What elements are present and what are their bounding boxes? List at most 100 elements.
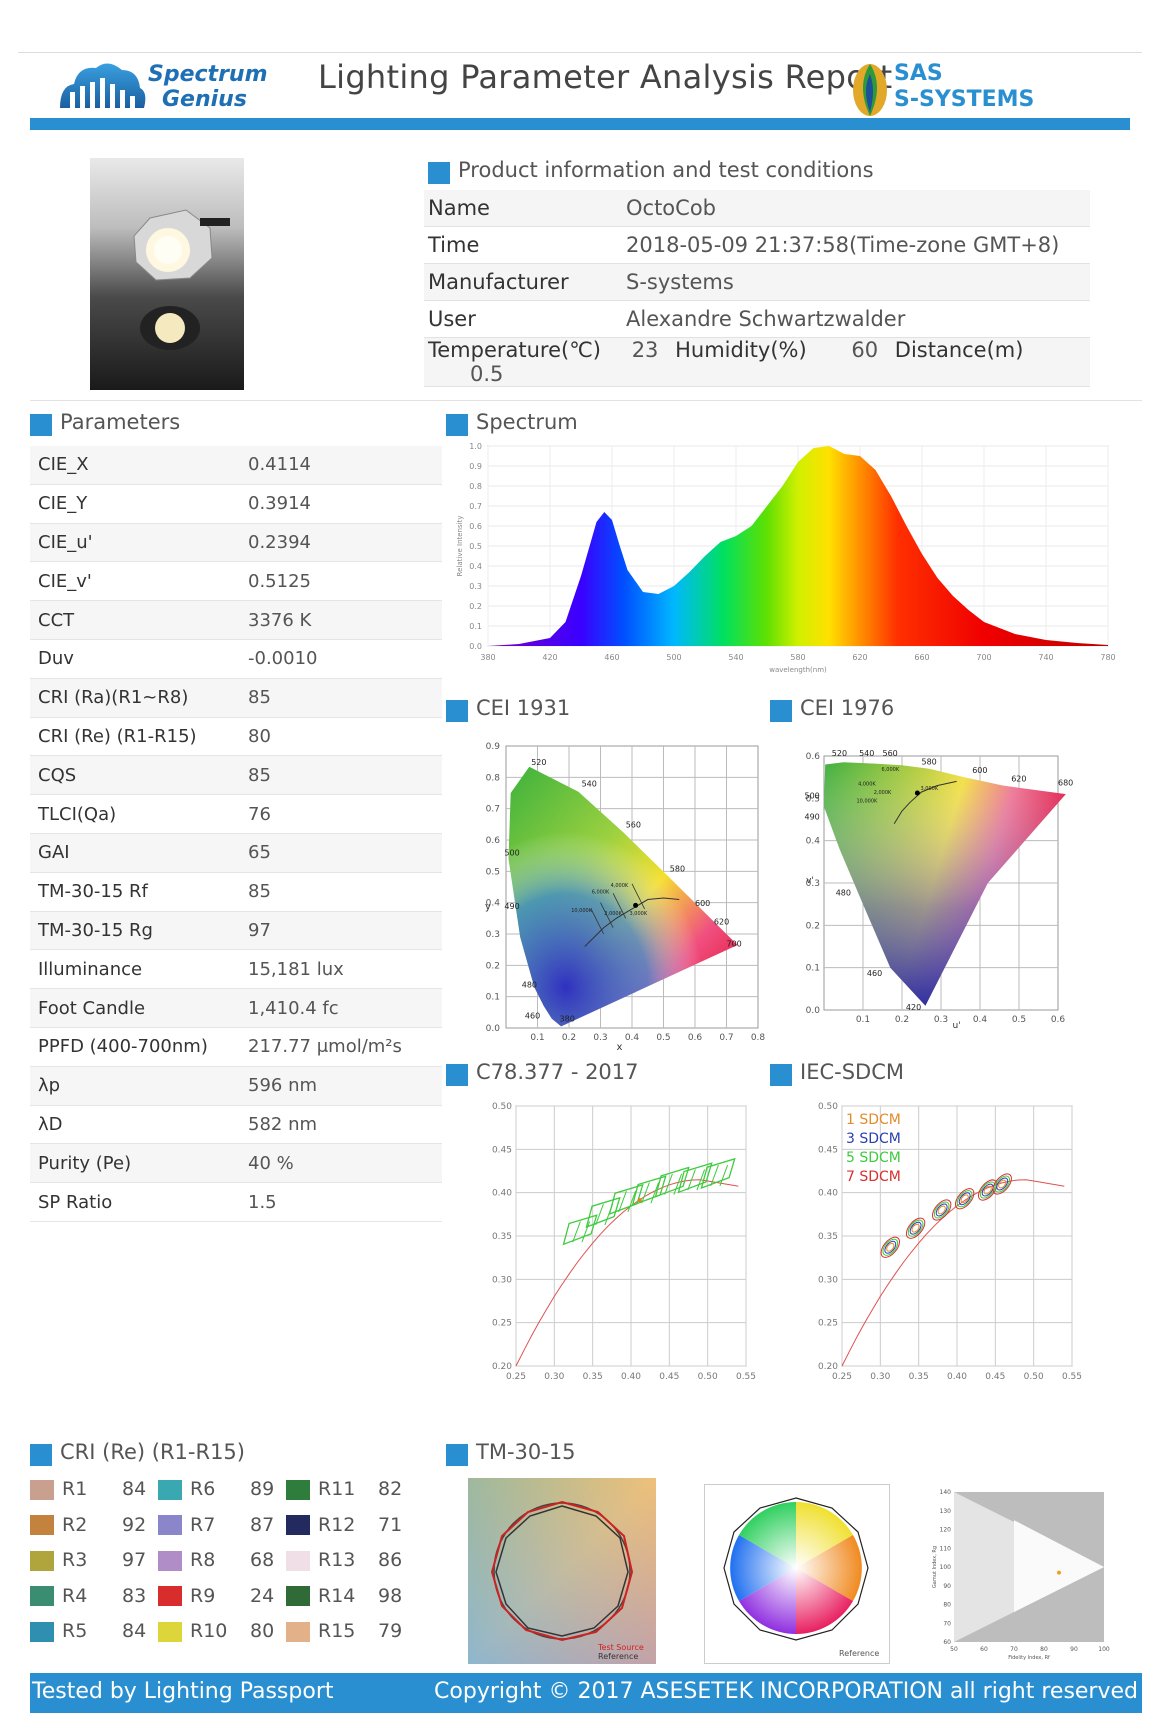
- cct-label: 10,000K: [857, 799, 878, 805]
- param-label: Foot Candle: [30, 988, 240, 1028]
- y-tick-label: 0.45: [818, 1145, 838, 1155]
- cri-value: 24: [250, 1584, 275, 1607]
- ansi-quadrangle: [562, 1214, 598, 1246]
- y-tick-label: 90: [943, 1583, 951, 1590]
- ansi-quadrangle-hatch: [687, 1169, 696, 1191]
- sdcm-ellipse: [937, 1205, 946, 1215]
- sdcm-ellipse: [886, 1242, 895, 1252]
- section-marker: [446, 1063, 468, 1086]
- cri-value: 84: [122, 1620, 147, 1642]
- sdcm-legend-label: 5 SDCM: [846, 1150, 901, 1166]
- param-value: 1,410.4 fc: [240, 988, 442, 1028]
- section-marker: [446, 699, 468, 722]
- cri-name: R15: [318, 1620, 356, 1642]
- cri-name: R5: [62, 1620, 88, 1642]
- cri-swatch: [30, 1550, 54, 1571]
- param-label: CRI (Ra)(R1~R8): [30, 678, 240, 718]
- cct-label: 10,000K: [571, 908, 592, 914]
- x-tick-label: 80: [1040, 1646, 1048, 1653]
- wavelength-label: 560: [883, 749, 898, 758]
- wavelength-label: 680: [1058, 779, 1073, 788]
- param-label: PPFD (400-700nm): [30, 1027, 240, 1067]
- parameters-heading: Parameters: [30, 410, 180, 436]
- chromaticity-locus-shade: [824, 762, 1066, 1006]
- cri-swatch: [286, 1586, 310, 1606]
- table-row: CQS 85: [30, 755, 442, 796]
- wavelength-label: 700: [727, 940, 742, 949]
- logo-text-line2: Genius: [162, 87, 247, 112]
- chromaticity-point: [914, 790, 920, 796]
- param-label: TM-30-15 Rg: [30, 911, 240, 951]
- logo-sas-line2: S-SYSTEMS: [894, 87, 1034, 112]
- cri-item: R1 84: [30, 1478, 146, 1500]
- sdcm-ellipse: [935, 1203, 948, 1217]
- section-marker: [30, 1443, 52, 1466]
- table-row: Temperature(℃) 23 Humidity(%) 60 Distanc…: [424, 337, 1090, 387]
- cri-name: R13: [318, 1549, 356, 1571]
- sdcm-ellipse: [996, 1177, 1009, 1191]
- y-axis-label: y: [485, 902, 491, 913]
- wavelength-label: 380: [560, 1015, 575, 1024]
- cct-label: 4,000K: [858, 782, 876, 788]
- section-marker: [446, 413, 468, 436]
- sdcm-ellipse: [931, 1199, 952, 1221]
- cie1931-title: CEI 1931: [476, 696, 571, 720]
- param-label: CIE_Y: [30, 484, 240, 524]
- y-tick-label: 0.20: [818, 1362, 838, 1372]
- cie1976-title: CEI 1976: [800, 696, 895, 720]
- y-tick-label: 0.30: [492, 1275, 512, 1285]
- x-tick-label: 0.2: [562, 1033, 576, 1043]
- param-label: Duv: [30, 639, 240, 679]
- product-info-title: Product information and test conditions: [458, 158, 874, 182]
- x-axis-label: u': [953, 1021, 961, 1031]
- table-row: Purity (Pe) 40 %: [30, 1143, 442, 1184]
- sdcm-ellipse: [998, 1179, 1007, 1189]
- x-tick-label: 540: [728, 653, 743, 662]
- param-label: CIE_u': [30, 523, 240, 563]
- cie1931-heading: CEI 1931: [446, 696, 570, 722]
- chromaticity-point: [637, 1198, 642, 1203]
- y-tick-label: 0.2: [486, 961, 500, 971]
- distance-label: Distance(m): [894, 338, 1024, 362]
- sdcm-ellipse: [956, 1190, 973, 1208]
- x-tick-label: 780: [1100, 653, 1115, 662]
- sdcm-ellipse: [954, 1188, 975, 1210]
- footer-left-text: Tested by Lighting Passport: [32, 1679, 334, 1704]
- wavelength-label: 460: [525, 1012, 540, 1021]
- param-value: 80: [240, 717, 442, 757]
- param-value: 97: [240, 911, 442, 951]
- param-label: λD: [30, 1105, 240, 1145]
- param-label: SP Ratio: [30, 1182, 240, 1222]
- param-value: 217.77 μmol/m²s: [240, 1027, 442, 1067]
- y-tick-label: 0.9: [486, 742, 501, 752]
- x-tick-label: 0.7: [719, 1033, 733, 1043]
- sdcm-heading: IEC-SDCM: [770, 1060, 904, 1086]
- cri-value: 86: [378, 1549, 403, 1571]
- cri-value: 83: [122, 1584, 147, 1607]
- y-tick-label: 0.50: [818, 1102, 838, 1112]
- table-row: CIE_X 0.4114: [30, 446, 442, 485]
- footer-right-text: Copyright © 2017 ASESETEK INCORPORATION …: [434, 1679, 1138, 1704]
- wavelength-label: 600: [972, 766, 987, 775]
- rf-rg-point: [1057, 1570, 1061, 1575]
- header-divider: [30, 118, 1130, 130]
- x-tick-label: 70: [1010, 1646, 1018, 1653]
- sdcm-legend-label: 3 SDCM: [846, 1131, 901, 1147]
- c78-title: C78.377 - 2017: [476, 1060, 639, 1084]
- ansi-quadrangle-hatch: [641, 1182, 650, 1204]
- param-label: Illuminance: [30, 949, 240, 990]
- page-title: Lighting Parameter Analysis Report: [318, 58, 893, 96]
- sdcm-legend-label: 1 SDCM: [846, 1112, 901, 1128]
- y-tick-label: 110: [940, 1545, 952, 1552]
- cri-swatch: [158, 1550, 182, 1571]
- info-value: Alexandre Schwartzwalder: [622, 300, 1090, 338]
- ansi-quadrangle: [608, 1183, 644, 1216]
- y-tick-label: 0.45: [492, 1145, 512, 1155]
- param-value: 85: [240, 872, 442, 912]
- cri-item: R15 79: [286, 1620, 402, 1642]
- cri-value: 79: [378, 1620, 403, 1642]
- sdcm-ellipse: [994, 1175, 1011, 1193]
- param-label: CQS: [30, 755, 240, 796]
- x-tick-label: 660: [914, 653, 929, 662]
- product-photo: [90, 158, 244, 390]
